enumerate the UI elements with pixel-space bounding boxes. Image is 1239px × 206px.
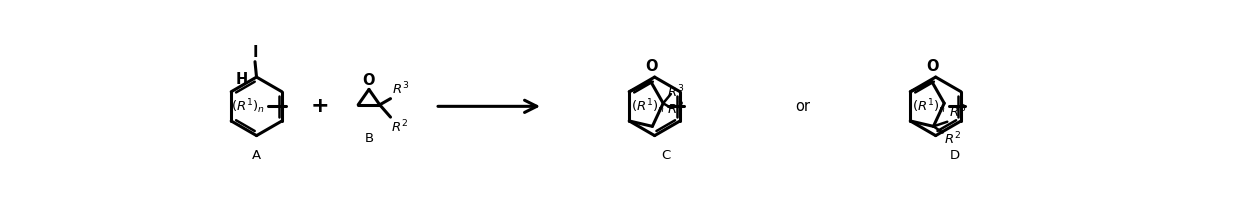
Text: I: I xyxy=(253,45,258,60)
Text: +: + xyxy=(310,96,330,116)
Text: O: O xyxy=(646,59,658,74)
Text: B: B xyxy=(364,132,373,145)
Text: $R^3$: $R^3$ xyxy=(949,104,966,120)
Text: D: D xyxy=(950,150,960,163)
Text: C: C xyxy=(662,150,670,163)
Text: $R^2$: $R^2$ xyxy=(390,119,408,135)
Text: $(R^1)_n$: $(R^1)_n$ xyxy=(631,97,664,116)
Text: O: O xyxy=(927,59,939,74)
Text: $R^2$: $R^2$ xyxy=(667,101,684,118)
Text: $(R^1)_n$: $(R^1)_n$ xyxy=(912,97,945,116)
Text: O: O xyxy=(363,73,375,88)
Text: $(R^1)_n$: $(R^1)_n$ xyxy=(230,97,265,116)
Text: A: A xyxy=(252,150,261,163)
Text: H: H xyxy=(235,72,248,87)
Text: $R^3$: $R^3$ xyxy=(392,81,409,97)
Text: $R^3$: $R^3$ xyxy=(667,84,684,101)
Text: or: or xyxy=(795,99,810,114)
Text: $R^2$: $R^2$ xyxy=(944,131,961,147)
